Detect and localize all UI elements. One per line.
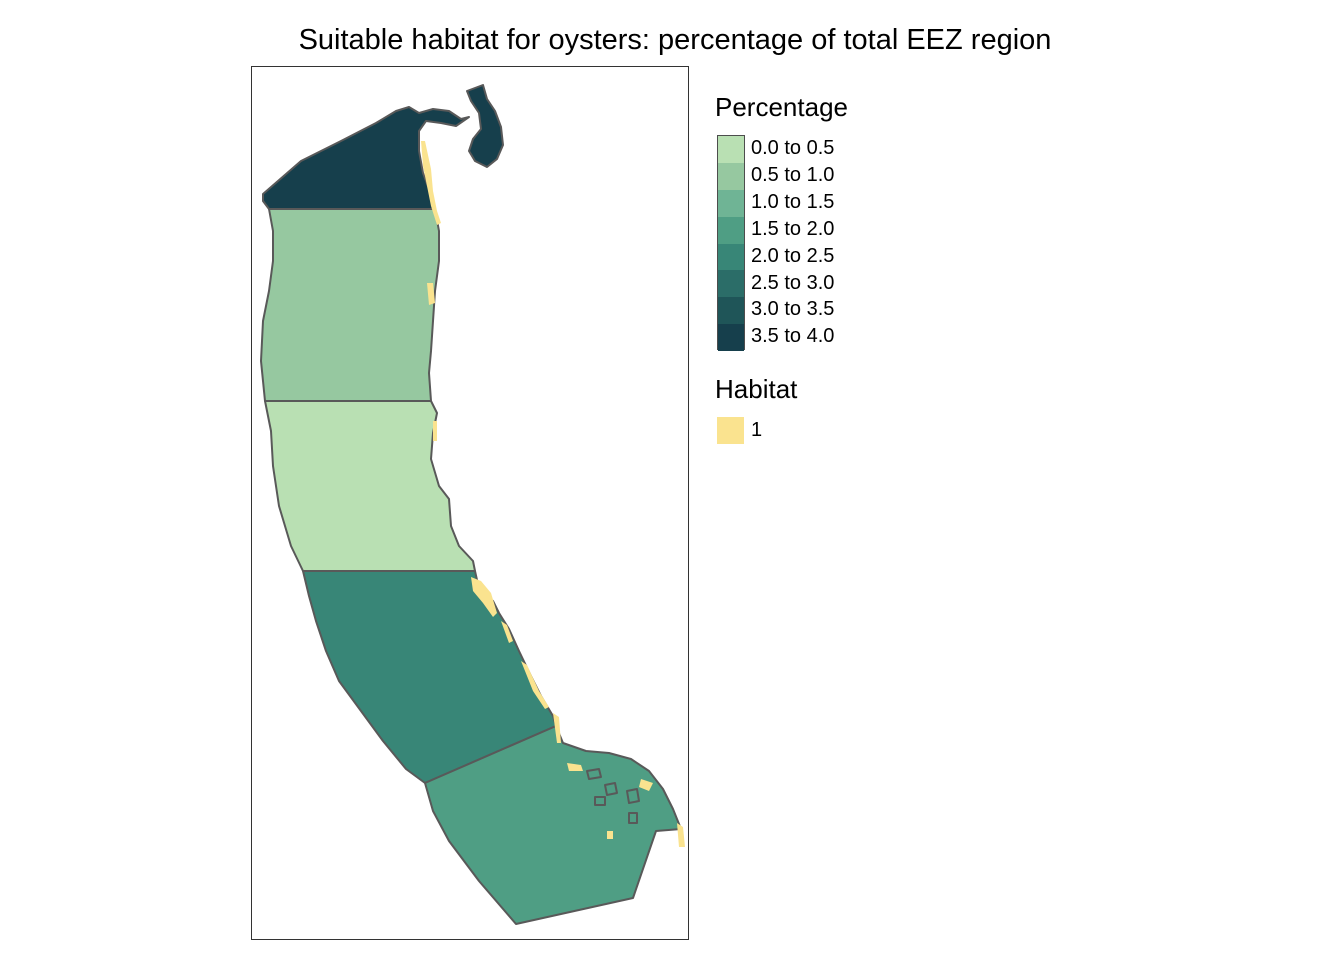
habitat-patch <box>427 283 435 305</box>
region-1[interactable] <box>262 106 470 210</box>
legend-label: 3.5 to 4.0 <box>751 325 835 348</box>
region-2[interactable] <box>260 208 440 402</box>
island-cluster <box>466 84 504 168</box>
legend-swatch <box>718 297 744 325</box>
island <box>626 788 640 804</box>
map-canvas <box>260 84 685 925</box>
habitat-patch <box>567 763 583 771</box>
habitat-patch <box>639 779 653 791</box>
habitat-patch <box>501 621 513 643</box>
legend-swatch <box>718 243 744 271</box>
legend-percentage-scale <box>717 135 745 352</box>
map-panel <box>251 66 689 940</box>
legend-habitat-label: 1 <box>751 419 763 441</box>
legend-percentage-title: Percentage <box>715 92 848 122</box>
legend-swatch <box>718 136 744 163</box>
island <box>604 782 618 796</box>
region-3[interactable] <box>264 400 476 572</box>
habitat-patch <box>433 421 437 441</box>
legend-label: 0.0 to 0.5 <box>751 137 835 159</box>
legend-swatch <box>718 270 744 298</box>
island <box>594 796 606 806</box>
island <box>586 768 602 780</box>
island <box>628 812 638 824</box>
page-title: Suitable habitat for oysters: percentage… <box>298 24 1052 56</box>
legend-swatch <box>718 162 744 190</box>
legend-swatch <box>718 216 744 244</box>
legend-habitat-swatch <box>717 417 744 444</box>
legend-swatch <box>718 189 744 217</box>
legend-swatch <box>718 324 744 352</box>
region-5[interactable] <box>424 725 682 925</box>
habitat-patch <box>607 831 613 839</box>
southern-islands <box>586 768 640 824</box>
legend-label: 3.0 to 3.5 <box>751 298 835 321</box>
habitat-patch <box>677 823 685 847</box>
legend-label: 1.0 to 1.5 <box>751 190 835 213</box>
legend-label: 1.5 to 2.0 <box>751 217 835 240</box>
legend-label: 2.5 to 3.0 <box>751 271 835 294</box>
legend-label: 0.5 to 1.0 <box>751 163 835 186</box>
habitat-patch <box>553 713 561 743</box>
habitat-patch <box>421 141 441 225</box>
legend-label: 2.0 to 2.5 <box>751 244 835 267</box>
habitat-layer <box>421 141 685 847</box>
habitat-patch <box>471 577 497 617</box>
habitat-patch <box>521 661 549 709</box>
legend-habitat-title: Habitat <box>715 374 798 404</box>
